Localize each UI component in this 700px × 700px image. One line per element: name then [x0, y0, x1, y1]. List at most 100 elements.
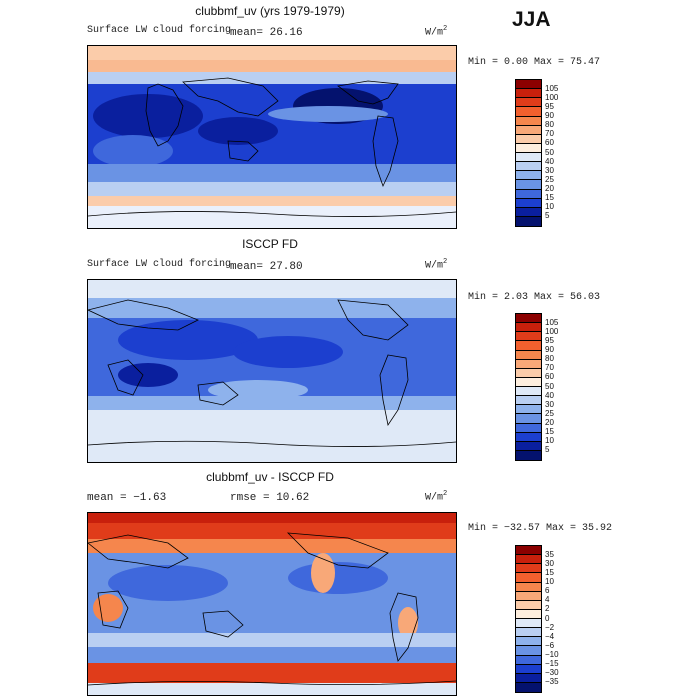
colorbar-swatch [516, 646, 541, 656]
colorbar-swatch [516, 573, 541, 583]
colorbar-tick: 0 [545, 614, 550, 623]
pacific-low [233, 336, 343, 368]
panel-1-map [87, 45, 457, 229]
atlantic-neg [108, 565, 228, 601]
coastlines [88, 299, 456, 447]
colorbar-tick: 105 [545, 84, 559, 93]
indian-low [118, 363, 178, 387]
colorbar-tick: 105 [545, 318, 559, 327]
colorbar-swatch [516, 198, 541, 208]
colorbar-tick: 5 [545, 211, 550, 220]
panel-3-minmax: Min = −32.57 Max = 35.92 [468, 523, 613, 534]
colorbar-swatch [516, 414, 541, 424]
panel-1-colorbar [515, 79, 542, 227]
colorbar-swatch [516, 171, 541, 181]
units-base: W/m [425, 260, 444, 272]
south-pacific [208, 380, 308, 400]
colorbar-tick: 25 [545, 175, 554, 184]
panel-2-field-label: Surface LW cloud forcing [87, 259, 232, 270]
colorbar-tick: 5 [545, 445, 550, 454]
units-exponent: 2 [443, 25, 448, 33]
colorbar-swatch [516, 80, 541, 90]
colorbar-swatch [516, 89, 541, 99]
panel-2-units: W/m2 [425, 258, 447, 271]
colorbar-tick: 90 [545, 111, 554, 120]
panel-3-map [87, 512, 457, 696]
colorbar-tick: −15 [545, 659, 559, 668]
north-transition [88, 539, 456, 553]
east-asia-pos [311, 553, 335, 593]
arctic-band [88, 280, 456, 298]
panel-3-title: clubbmf_uv - ISCCP FD [206, 470, 334, 484]
panel-1-mean: mean= 26.16 [230, 27, 303, 39]
colorbar-tick: 50 [545, 382, 554, 391]
colorbar-swatch [516, 341, 541, 351]
south-transition [88, 164, 456, 182]
north-transition [88, 72, 456, 84]
north-transition [88, 298, 456, 318]
colorbar-tick: 30 [545, 400, 554, 409]
colorbar-tick: 15 [545, 568, 554, 577]
colorbar-swatch [516, 619, 541, 629]
colorbar-swatch [516, 216, 541, 226]
panel-3-rmse: rmse = 10.62 [230, 492, 310, 504]
panel-2-colorbar [515, 313, 542, 461]
colorbar-swatch [516, 423, 541, 433]
arctic-warm [88, 60, 456, 74]
colorbar-swatch [516, 591, 541, 601]
colorbar-swatch [516, 600, 541, 610]
colorbar-tick: 6 [545, 586, 550, 595]
colorbar-tick: 100 [545, 93, 559, 102]
colorbar-swatch [516, 628, 541, 638]
south-transition [88, 396, 456, 410]
colorbar-swatch [516, 655, 541, 665]
colorbar-swatch [516, 546, 541, 556]
southern-ocean-pos [88, 663, 456, 683]
colorbar-tick: 2 [545, 604, 550, 613]
panel-3-mean: mean = −1.63 [87, 492, 167, 504]
colorbar-tick: 70 [545, 363, 554, 372]
colorbar-tick: 60 [545, 372, 554, 381]
colorbar-tick: −2 [545, 623, 555, 632]
panel-2-field [88, 280, 456, 462]
colorbar-tick: 40 [545, 157, 554, 166]
atlantic-low [93, 94, 203, 138]
colorbar-tick: 10 [545, 202, 554, 211]
colorbar-swatch [516, 125, 541, 135]
africa-pos [93, 594, 123, 622]
colorbar-swatch [516, 180, 541, 190]
colorbar-swatch [516, 134, 541, 144]
colorbar-tick: −6 [545, 641, 555, 650]
colorbar-tick: 15 [545, 427, 554, 436]
south-america-pos [398, 607, 418, 639]
colorbar-tick: 30 [545, 166, 554, 175]
units-base: W/m [425, 27, 444, 39]
southern-ocean-neg [88, 647, 456, 663]
units-exponent: 2 [443, 490, 448, 498]
colorbar-tick: 95 [545, 336, 554, 345]
colorbar-tick: 80 [545, 354, 554, 363]
colorbar-swatch [516, 377, 541, 387]
colorbar-tick: 20 [545, 184, 554, 193]
panel-1-title: clubbmf_uv (yrs 1979-1979) [195, 4, 345, 18]
antarctica [88, 206, 456, 228]
panel-1-minmax: Min = 0.00 Max = 75.47 [468, 57, 601, 68]
colorbar-swatch [516, 396, 541, 406]
colorbar-swatch [516, 189, 541, 199]
pacific-neg [288, 562, 388, 594]
colorbar-tick: −35 [545, 677, 559, 686]
colorbar-swatch [516, 432, 541, 442]
colorbar-swatch [516, 116, 541, 126]
colorbar-tick: 70 [545, 129, 554, 138]
colorbar-swatch [516, 314, 541, 324]
units-exponent: 2 [443, 258, 448, 266]
colorbar-swatch [516, 387, 541, 397]
colorbar-tick: 25 [545, 409, 554, 418]
arctic-strong [88, 513, 456, 523]
panel-3-field [88, 513, 456, 695]
colorbar-swatch [516, 207, 541, 217]
panel-2-minmax: Min = 2.03 Max = 56.03 [468, 292, 601, 303]
colorbar-tick: 10 [545, 436, 554, 445]
antarctica [88, 683, 456, 695]
coastlines [88, 532, 456, 686]
